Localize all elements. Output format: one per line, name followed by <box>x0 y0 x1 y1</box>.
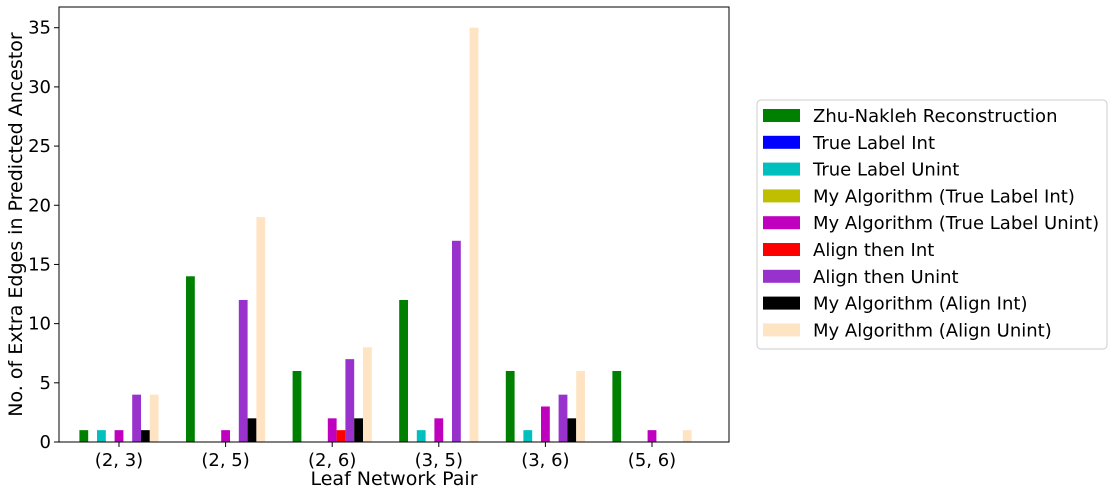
x-tick-label: (2, 3) <box>95 450 143 471</box>
bar-7-1 <box>132 394 141 442</box>
legend-swatch <box>763 296 800 310</box>
y-tick-label: 20 <box>28 195 51 216</box>
x-tick-label: (5, 6) <box>628 450 676 471</box>
legend-label: True Label Unint <box>812 160 959 181</box>
bar-5-3 <box>327 418 337 442</box>
y-tick-label: 35 <box>28 18 51 39</box>
bar-9-1 <box>149 394 159 442</box>
bar-5-1 <box>114 430 124 442</box>
bar-1-4 <box>399 299 408 442</box>
y-tick-label: 0 <box>40 432 51 453</box>
legend: Zhu-Nakleh Reconstruction True Label Int T… <box>756 99 1108 350</box>
x-tick-label: (3, 5) <box>415 450 463 471</box>
bar-1-1 <box>79 430 89 442</box>
legend-label: Align then Unint <box>813 267 959 288</box>
bar-1-2 <box>186 276 195 442</box>
y-axis: 0 5 10 15 20 25 30 35 <box>28 18 59 453</box>
y-tick-label: 30 <box>28 77 51 98</box>
legend-swatch <box>763 162 800 176</box>
legend-swatch <box>763 323 800 337</box>
legend-label: My Algorithm (Align Unint) <box>813 320 1052 341</box>
legend-label: My Algorithm (True Label Unint) <box>813 213 1099 234</box>
y-tick-label: 15 <box>28 254 51 275</box>
y-tick-label: 10 <box>28 314 51 335</box>
bar-1-3 <box>292 370 302 442</box>
bar-5-5 <box>541 406 550 442</box>
bar-9-5 <box>576 370 585 442</box>
bar-3-5 <box>523 430 533 442</box>
legend-swatch <box>763 109 800 122</box>
bars-layer <box>79 27 692 443</box>
bar-6-3 <box>336 430 346 442</box>
legend-label: Zhu-Nakleh Reconstruction <box>813 106 1057 127</box>
legend-swatch <box>763 216 800 230</box>
bar-7-5 <box>558 394 568 442</box>
legend-swatch <box>763 269 800 283</box>
legend-items: Zhu-Nakleh Reconstruction True Label Int T… <box>763 106 1099 341</box>
bar-1-5 <box>505 370 515 442</box>
x-tick-label: (2, 5) <box>201 450 249 471</box>
bar-7-3 <box>345 359 355 442</box>
bar-7-4 <box>452 240 461 442</box>
y-tick-label: 5 <box>40 373 51 394</box>
y-axis-label: No. of Extra Edges in Predicted Ancestor <box>5 32 27 417</box>
legend-label: My Algorithm (Align Int) <box>813 294 1027 315</box>
bar-9-3 <box>363 347 372 442</box>
y-tick-label: 25 <box>28 136 51 157</box>
bar-1-6 <box>612 370 622 442</box>
bar-5-4 <box>434 418 444 442</box>
legend-label: True Label Int <box>812 133 935 154</box>
legend-swatch <box>763 135 800 149</box>
legend-label: Align then Int <box>813 240 934 261</box>
legend-swatch <box>763 243 800 256</box>
legend-box <box>756 99 1108 350</box>
bar-5-6 <box>647 430 657 442</box>
bar-8-1 <box>141 430 150 442</box>
x-axis-label: Leaf Network Pair <box>310 468 477 490</box>
legend-label: My Algorithm (True Label Int) <box>813 186 1075 207</box>
bar-8-3 <box>354 418 363 442</box>
bar-9-4 <box>469 27 479 443</box>
bar-8-2 <box>247 418 257 442</box>
x-tick-label: (3, 6) <box>521 450 569 471</box>
bar-9-6 <box>682 430 692 442</box>
bar-9-2 <box>256 217 266 442</box>
bar-7-2 <box>238 299 248 442</box>
x-tick-label: (2, 6) <box>308 450 356 471</box>
bar-3-4 <box>416 430 426 442</box>
plot-frame <box>58 6 730 443</box>
bar-3-1 <box>97 430 106 442</box>
legend-swatch <box>763 189 800 203</box>
bar-8-5 <box>567 418 577 442</box>
bar-5-2 <box>221 430 230 442</box>
x-axis: (2, 3) (2, 5) (2, 6) (3, 5) (3, 6) (5, 6) <box>95 442 676 471</box>
